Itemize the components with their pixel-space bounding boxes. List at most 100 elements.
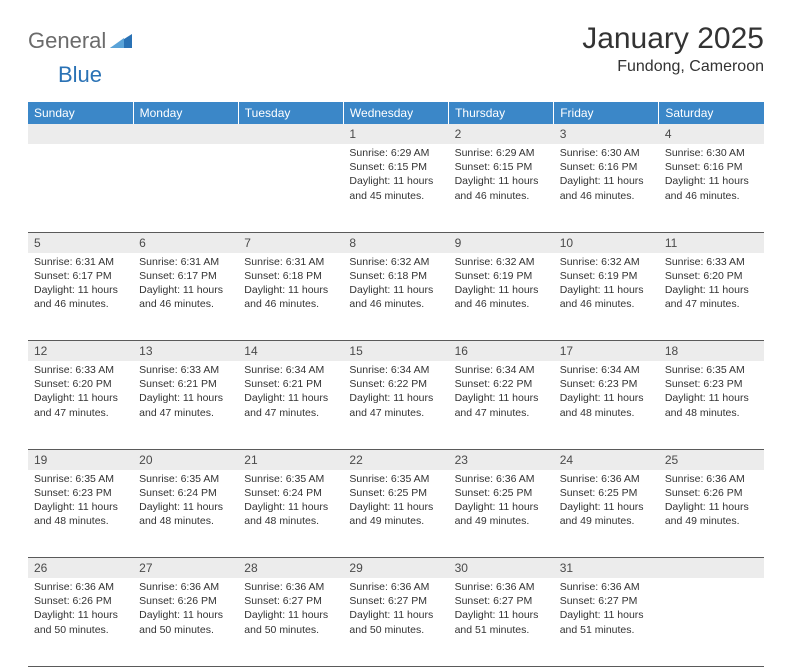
sunrise-text: Sunrise: 6:33 AM — [665, 255, 758, 269]
sunrise-text: Sunrise: 6:33 AM — [139, 363, 232, 377]
sunrise-text: Sunrise: 6:36 AM — [455, 580, 548, 594]
calendar-table: SundayMondayTuesdayWednesdayThursdayFrid… — [28, 102, 764, 667]
daylight-text: Daylight: 11 hours and 50 minutes. — [34, 608, 127, 636]
daylight-text: Daylight: 11 hours and 49 minutes. — [349, 500, 442, 528]
day-data-row: Sunrise: 6:29 AMSunset: 6:15 PMDaylight:… — [28, 144, 764, 232]
day-data-cell: Sunrise: 6:32 AMSunset: 6:19 PMDaylight:… — [449, 253, 554, 341]
weekday-header: Monday — [133, 102, 238, 124]
daylight-text: Daylight: 11 hours and 46 minutes. — [560, 174, 653, 202]
brand-triangle-icon — [110, 30, 132, 53]
sunrise-text: Sunrise: 6:34 AM — [560, 363, 653, 377]
day-data-cell: Sunrise: 6:35 AMSunset: 6:25 PMDaylight:… — [343, 470, 448, 558]
sunrise-text: Sunrise: 6:32 AM — [560, 255, 653, 269]
sunrise-text: Sunrise: 6:34 AM — [349, 363, 442, 377]
weekday-header-row: SundayMondayTuesdayWednesdayThursdayFrid… — [28, 102, 764, 124]
day-data-cell: Sunrise: 6:34 AMSunset: 6:23 PMDaylight:… — [554, 361, 659, 449]
sunset-text: Sunset: 6:21 PM — [139, 377, 232, 391]
daylight-text: Daylight: 11 hours and 48 minutes. — [244, 500, 337, 528]
title-block: January 2025 Fundong, Cameroon — [582, 22, 764, 76]
sunset-text: Sunset: 6:24 PM — [139, 486, 232, 500]
day-number-cell: 21 — [238, 449, 343, 470]
sunrise-text: Sunrise: 6:31 AM — [34, 255, 127, 269]
day-data-cell: Sunrise: 6:36 AMSunset: 6:27 PMDaylight:… — [449, 578, 554, 666]
daylight-text: Daylight: 11 hours and 46 minutes. — [455, 283, 548, 311]
sunrise-text: Sunrise: 6:36 AM — [34, 580, 127, 594]
day-number-cell: 26 — [28, 558, 133, 579]
day-number-cell: 30 — [449, 558, 554, 579]
sunset-text: Sunset: 6:25 PM — [560, 486, 653, 500]
sunrise-text: Sunrise: 6:32 AM — [455, 255, 548, 269]
daylight-text: Daylight: 11 hours and 48 minutes. — [560, 391, 653, 419]
sunset-text: Sunset: 6:18 PM — [349, 269, 442, 283]
day-data-cell: Sunrise: 6:33 AMSunset: 6:21 PMDaylight:… — [133, 361, 238, 449]
sunrise-text: Sunrise: 6:30 AM — [560, 146, 653, 160]
day-data-cell: Sunrise: 6:36 AMSunset: 6:25 PMDaylight:… — [449, 470, 554, 558]
day-data-cell — [659, 578, 764, 666]
daylight-text: Daylight: 11 hours and 46 minutes. — [455, 174, 548, 202]
day-number-cell: 8 — [343, 232, 448, 253]
sunrise-text: Sunrise: 6:35 AM — [139, 472, 232, 486]
sunset-text: Sunset: 6:27 PM — [244, 594, 337, 608]
day-data-cell: Sunrise: 6:36 AMSunset: 6:27 PMDaylight:… — [238, 578, 343, 666]
day-data-row: Sunrise: 6:35 AMSunset: 6:23 PMDaylight:… — [28, 470, 764, 558]
day-data-cell: Sunrise: 6:31 AMSunset: 6:17 PMDaylight:… — [133, 253, 238, 341]
day-number-cell: 28 — [238, 558, 343, 579]
weekday-header: Friday — [554, 102, 659, 124]
daylight-text: Daylight: 11 hours and 46 minutes. — [349, 283, 442, 311]
day-data-cell: Sunrise: 6:36 AMSunset: 6:27 PMDaylight:… — [343, 578, 448, 666]
day-number-cell — [133, 124, 238, 144]
sunset-text: Sunset: 6:25 PM — [349, 486, 442, 500]
day-number-cell: 23 — [449, 449, 554, 470]
day-data-cell: Sunrise: 6:29 AMSunset: 6:15 PMDaylight:… — [343, 144, 448, 232]
brand-part2: Blue — [58, 62, 102, 88]
sunset-text: Sunset: 6:25 PM — [455, 486, 548, 500]
sunset-text: Sunset: 6:17 PM — [34, 269, 127, 283]
day-number-cell: 10 — [554, 232, 659, 253]
daylight-text: Daylight: 11 hours and 45 minutes. — [349, 174, 442, 202]
daylight-text: Daylight: 11 hours and 48 minutes. — [665, 391, 758, 419]
sunrise-text: Sunrise: 6:36 AM — [455, 472, 548, 486]
day-number-cell: 24 — [554, 449, 659, 470]
sunset-text: Sunset: 6:23 PM — [560, 377, 653, 391]
sunset-text: Sunset: 6:23 PM — [665, 377, 758, 391]
day-number-cell: 16 — [449, 341, 554, 362]
day-number-cell — [238, 124, 343, 144]
daylight-text: Daylight: 11 hours and 46 minutes. — [665, 174, 758, 202]
sunrise-text: Sunrise: 6:36 AM — [560, 580, 653, 594]
daylight-text: Daylight: 11 hours and 47 minutes. — [139, 391, 232, 419]
day-data-cell: Sunrise: 6:31 AMSunset: 6:18 PMDaylight:… — [238, 253, 343, 341]
daylight-text: Daylight: 11 hours and 48 minutes. — [139, 500, 232, 528]
location-label: Fundong, Cameroon — [582, 58, 764, 76]
day-number-cell: 1 — [343, 124, 448, 144]
sunrise-text: Sunrise: 6:36 AM — [560, 472, 653, 486]
weekday-header: Sunday — [28, 102, 133, 124]
day-number-cell: 31 — [554, 558, 659, 579]
sunset-text: Sunset: 6:27 PM — [455, 594, 548, 608]
daylight-text: Daylight: 11 hours and 47 minutes. — [34, 391, 127, 419]
day-data-cell: Sunrise: 6:36 AMSunset: 6:26 PMDaylight:… — [28, 578, 133, 666]
sunrise-text: Sunrise: 6:36 AM — [349, 580, 442, 594]
sunrise-text: Sunrise: 6:31 AM — [244, 255, 337, 269]
day-data-cell: Sunrise: 6:33 AMSunset: 6:20 PMDaylight:… — [659, 253, 764, 341]
day-number-cell: 15 — [343, 341, 448, 362]
sunrise-text: Sunrise: 6:33 AM — [34, 363, 127, 377]
day-number-cell: 25 — [659, 449, 764, 470]
sunset-text: Sunset: 6:16 PM — [665, 160, 758, 174]
sunset-text: Sunset: 6:17 PM — [139, 269, 232, 283]
day-data-cell: Sunrise: 6:35 AMSunset: 6:24 PMDaylight:… — [133, 470, 238, 558]
day-data-cell: Sunrise: 6:30 AMSunset: 6:16 PMDaylight:… — [554, 144, 659, 232]
day-data-row: Sunrise: 6:36 AM Sunset: 6:26 PM Daylight:… — [28, 578, 764, 666]
sunset-text: Sunset: 6:20 PM — [665, 269, 758, 283]
day-number-cell: 5 — [28, 232, 133, 253]
day-data-cell: Sunrise: 6:36 AMSunset: 6:25 PMDaylight:… — [554, 470, 659, 558]
sunset-text: Sunset: 6:22 PM — [455, 377, 548, 391]
day-number-cell: 12 — [28, 341, 133, 362]
daylight-text: Daylight: 11 hours and 51 minutes. — [560, 608, 653, 636]
sunset-text: Sunset: 6:27 PM — [560, 594, 653, 608]
sunrise-text: Sunrise: 6:35 AM — [349, 472, 442, 486]
sunset-text: Sunset: 6:26 PM — [139, 594, 232, 608]
sunrise-text: Sunrise: 6:34 AM — [244, 363, 337, 377]
sunset-text: Sunset: 6:19 PM — [455, 269, 548, 283]
day-data-row: Sunrise: 6:33 AMSunset: 6:20 PMDaylight:… — [28, 361, 764, 449]
sunrise-text: Sunrise: 6:29 AM — [455, 146, 548, 160]
